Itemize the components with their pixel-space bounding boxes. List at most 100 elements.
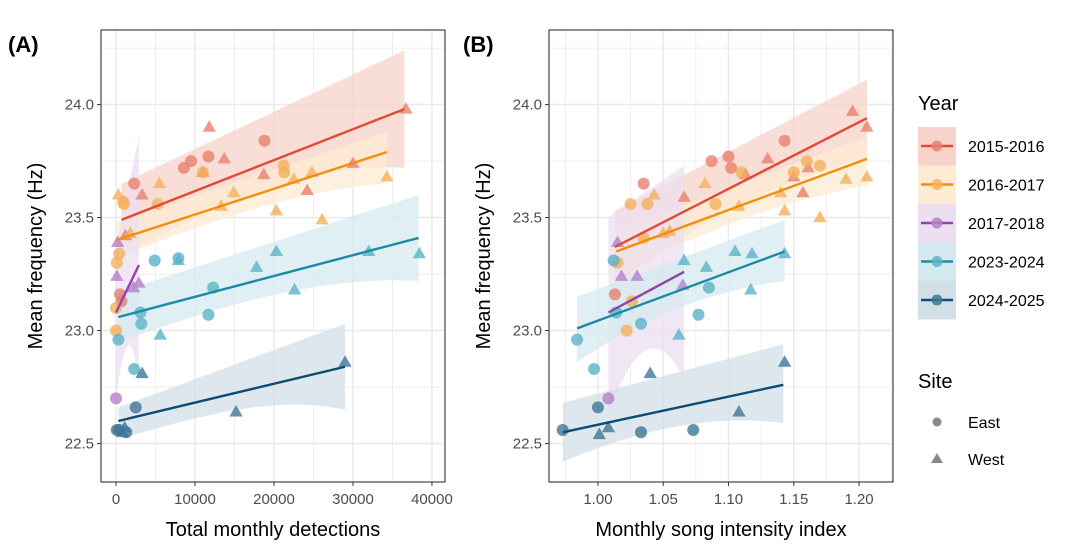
panel-b-point-east-2015-2016 <box>608 288 621 301</box>
panel-a-y-tick-label: 24.0 <box>65 97 94 114</box>
panel-b-point-west-2016-2017 <box>698 176 712 189</box>
panel-b-ci-band-2024-2025 <box>562 344 784 462</box>
panel-a-point-east-2023-2024 <box>202 308 215 321</box>
panel-b-fit-line-2016-2017 <box>615 157 868 253</box>
panel-b-point-east-2024-2025 <box>687 424 700 437</box>
panel-b-point-west-2016-2017 <box>647 187 661 200</box>
panel-b-point-east-2016-2017 <box>641 198 654 211</box>
panel-b-point-east-2024-2025 <box>556 424 569 437</box>
panel-a-y-tick-label: 23.0 <box>65 323 94 340</box>
panel-a-point-west-2016-2017 <box>152 176 167 189</box>
panel-a-point-east-2016-2017 <box>278 166 291 179</box>
panel-a-frame <box>100 29 446 483</box>
panel-b-x-ticks: 1.00 1.05 1.10 1.15 1.20 <box>583 482 874 508</box>
panel-a-point-west-2017-2018 <box>110 269 124 281</box>
panel-b-fit-lines <box>562 117 868 434</box>
legend-year-label: 2016-2017 <box>968 178 1045 195</box>
panel-b-y-axis-title: Mean frequency (Hz) <box>473 163 495 350</box>
panel-b-x-tick-label: 1.20 <box>844 491 873 508</box>
panel-a-point-east-2016-2017 <box>196 166 209 179</box>
panel-b-point-west-2024-2025 <box>592 427 606 440</box>
panel-b-fit-line-2023-2024 <box>576 250 786 330</box>
panel-b-point-west-2017-2018 <box>614 269 629 281</box>
panel-a-point-east-2015-2016 <box>128 177 141 190</box>
panel-b-point-east-2023-2024 <box>588 363 601 375</box>
panel-a-points <box>110 102 426 439</box>
panel-a-point-west-2015-2016 <box>257 167 271 180</box>
panel-b-point-west-2016-2017 <box>777 203 792 216</box>
panel-a-point-east-2016-2017 <box>117 198 130 211</box>
panel-b: (B) 1.00 1.05 1.10 1.15 1.20 22.5 23.0 23.5 24.… <box>463 29 894 541</box>
panel-a-point-west-2015-2016 <box>135 187 149 200</box>
legend-year-label: 2017-2018 <box>968 216 1045 233</box>
panel-b-point-west-2015-2016 <box>677 190 691 202</box>
panel-a-point-east-2023-2024 <box>135 317 148 330</box>
panel-b-point-east-2023-2024 <box>607 254 620 267</box>
panel-a-point-east-2023-2024 <box>128 363 141 375</box>
panel-b-point-west-2016-2017 <box>813 210 827 223</box>
panel-b-point-east-2015-2016 <box>722 150 735 163</box>
panel-a-y-tick-label: 23.5 <box>65 210 94 227</box>
panel-b-point-west-2024-2025 <box>777 355 792 367</box>
panel-a-fit-line-2015-2016 <box>121 107 405 221</box>
panel-a-x-tick-label: 40000 <box>411 491 453 508</box>
panel-b-point-west-2017-2018 <box>630 269 644 281</box>
panel-a-point-west-2023-2024 <box>412 246 426 259</box>
panel-b-point-east-2016-2017 <box>813 159 826 172</box>
legend: Year 2015-2016 2016-2017 2017-2018 2023-202… <box>918 93 1045 469</box>
legend-year-item: 2016-2017 <box>918 165 1045 204</box>
panel-a-fit-line-2024-2025 <box>118 365 346 423</box>
panel-b-point-west-2024-2025 <box>643 366 657 379</box>
panel-b-point-west-2024-2025 <box>732 404 746 417</box>
panel-b-point-west-2015-2016 <box>796 185 810 198</box>
panel-a-x-ticks: 0 10000 20000 30000 40000 <box>112 482 453 508</box>
panel-b-point-east-2016-2017 <box>709 198 722 211</box>
panel-b-x-tick-label: 1.00 <box>583 491 612 508</box>
panel-b-x-tick-label: 1.10 <box>714 491 743 508</box>
panel-b-y-tick-label: 23.0 <box>513 323 542 340</box>
legend-year-item: 2024-2025 <box>918 281 1045 320</box>
panel-b-y-tick-label: 22.5 <box>513 436 542 453</box>
panel-b-point-west-2016-2017 <box>839 172 853 184</box>
panel-a-fit-lines <box>114 107 419 423</box>
panel-b-point-west-2024-2025 <box>601 420 616 433</box>
legend-year-label: 2015-2016 <box>968 139 1045 156</box>
panel-b-point-west-2023-2024 <box>745 246 759 259</box>
panel-a-point-west-2017-2018 <box>132 276 146 288</box>
panel-a-point-west-2023-2024 <box>249 260 264 272</box>
legend-year-item: 2023-2024 <box>918 242 1045 281</box>
panel-b-point-west-2023-2024 <box>728 244 742 257</box>
circle-icon <box>932 417 942 427</box>
panel-b-point-west-2023-2024 <box>744 282 758 295</box>
panel-a-x-tick-label: 0 <box>112 491 120 508</box>
panel-b-point-east-2023-2024 <box>571 333 584 346</box>
panel-a-point-east-2016-2017 <box>110 256 123 269</box>
panel-a-point-east-2015-2016 <box>202 150 215 163</box>
panel-b-points <box>556 104 874 440</box>
panel-b-point-east-2017-2018 <box>602 392 615 405</box>
legend-year-item: 2015-2016 <box>918 127 1045 166</box>
panel-b-point-east-2015-2016 <box>705 155 718 168</box>
panel-b-y-tick-label: 23.5 <box>513 210 542 227</box>
panel-a-point-west-2016-2017 <box>380 169 394 182</box>
panel-a-point-west-2024-2025 <box>338 355 352 367</box>
panel-a-point-west-2023-2024 <box>287 282 302 295</box>
panel-b-point-west-2023-2024 <box>677 253 691 266</box>
panel-b-point-east-2016-2017 <box>787 166 800 179</box>
panel-a-x-tick-label: 20000 <box>253 491 295 508</box>
legend-key-point <box>931 256 943 267</box>
panel-a-point-east-2016-2017 <box>110 324 123 337</box>
panel-b-point-west-2015-2016 <box>845 104 860 116</box>
panel-a-point-west-2016-2017 <box>269 203 284 216</box>
legend-year-label: 2023-2024 <box>968 255 1045 272</box>
panel-b-point-west-2015-2016 <box>860 120 874 132</box>
legend-year-title: Year <box>918 93 959 115</box>
panel-a-point-east-2015-2016 <box>185 155 198 168</box>
legend-year-label: 2024-2025 <box>968 293 1045 310</box>
panel-b-point-east-2015-2016 <box>637 177 650 190</box>
panel-b-point-east-2016-2017 <box>735 166 748 179</box>
panel-a-point-west-2016-2017 <box>315 212 329 225</box>
panel-a-fit-line-2023-2024 <box>118 236 419 319</box>
legend-key-point <box>931 294 943 306</box>
